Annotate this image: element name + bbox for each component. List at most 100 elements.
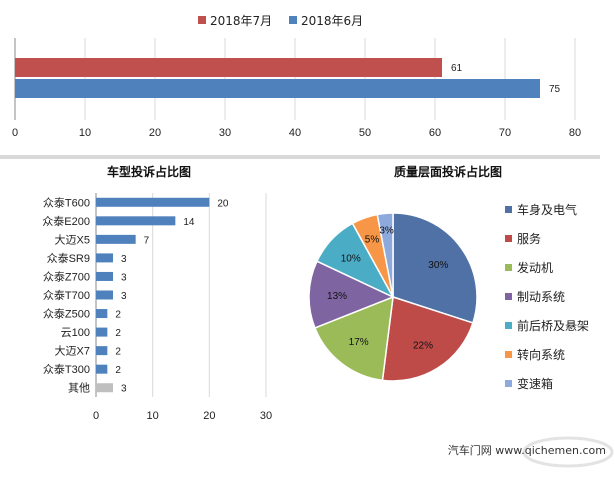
top-x-tick-label: 60 <box>429 127 441 139</box>
model-bar-value-label: 3 <box>121 384 127 395</box>
model-category-label: 大迈X5 <box>55 232 90 246</box>
pie-legend-label: 制动系统 <box>517 290 565 304</box>
pie-value-label: 10% <box>341 253 361 264</box>
quality-chart-title: 质量层面投诉占比图 <box>394 164 502 179</box>
model-bar-众泰z500 <box>96 309 108 319</box>
model-bar-其他 <box>96 383 113 393</box>
pie-legend-swatch <box>505 380 512 387</box>
model-bar-value-label: 20 <box>217 198 229 209</box>
pie-legend-label: 前后桥及悬架 <box>517 318 589 333</box>
model-category-label: 众泰T600 <box>43 195 90 209</box>
model-bar-value-label: 14 <box>183 217 195 228</box>
pie-slice-车身及电气 <box>392 212 478 324</box>
model-chart-title: 车型投诉占比图 <box>107 164 191 179</box>
model-bar-云100 <box>96 327 108 337</box>
pie-value-label: 22% <box>413 340 433 351</box>
legend-label-2018-jul: 2018年7月 <box>210 14 272 28</box>
model-bar-众泰t600 <box>96 197 210 207</box>
top-x-tick-label: 50 <box>359 127 371 139</box>
pie-legend-label: 车身及电气 <box>517 202 577 217</box>
pie-value-label: 17% <box>349 337 369 348</box>
model-category-label: 众泰T300 <box>43 362 90 376</box>
top-bar-value-label: 61 <box>451 63 463 74</box>
model-bar-众泰t700 <box>96 290 113 300</box>
top-x-tick-label: 40 <box>289 127 301 139</box>
model-bar-value-label: 2 <box>115 328 121 339</box>
top-x-tick-label: 80 <box>569 127 581 139</box>
legend-label-2018-jun: 2018年6月 <box>301 14 363 28</box>
pie-legend-swatch <box>505 235 512 242</box>
pie-legend-label: 转向系统 <box>517 347 565 362</box>
top-x-tick-label: 20 <box>149 127 161 139</box>
top-x-axis: 0 10 20 30 40 50 60 70 80 <box>12 127 581 139</box>
pie-legend-swatch <box>505 264 512 271</box>
top-x-tick-label: 30 <box>219 127 231 139</box>
pie-legend-label: 变速箱 <box>517 376 553 391</box>
pie-legend-swatch <box>505 206 512 213</box>
top-x-tick-label: 10 <box>79 127 91 139</box>
model-bar-value-label: 7 <box>144 235 150 246</box>
model-category-label: 大迈X7 <box>55 344 90 358</box>
monthly-comparison-chart: 2018年7月 2018年6月 61 75 0 10 20 30 40 50 60 70 80 <box>12 14 581 139</box>
watermark-text: 汽车门网 www.qichemen.com <box>448 443 606 457</box>
model-category-label: 众泰Z700 <box>43 269 90 283</box>
pie-value-label: 3% <box>379 225 394 236</box>
model-category-label: 众泰T700 <box>43 288 90 302</box>
model-bar-value-label: 2 <box>115 310 121 321</box>
model-bar-value-label: 3 <box>121 291 127 302</box>
pie-value-label: 5% <box>365 235 380 246</box>
model-category-label: 其他 <box>68 382 90 395</box>
pie-value-labels: 30% 22% 17% 13% 10% 5%3% <box>327 225 448 351</box>
pie-slice-变速箱 <box>376 212 394 298</box>
pie-slice-制动系统 <box>308 260 395 329</box>
watermark-logo <box>522 436 614 468</box>
pie-legend-swatch <box>505 351 512 358</box>
model-category-label: 云100 <box>61 327 90 339</box>
pie-slice-服务 <box>381 296 474 382</box>
top-bar-2018-jul <box>15 58 442 77</box>
legend-swatch-2018-jun <box>289 16 297 24</box>
top-bars: 61 75 <box>15 58 561 98</box>
watermark: 汽车门网 www.qichemen.com <box>448 436 614 468</box>
model-bar-众泰sr9 <box>96 253 113 263</box>
pie-legend-swatch <box>505 293 512 300</box>
model-x-tick-label: 30 <box>260 410 272 422</box>
model-bar-大迈x5 <box>96 234 136 244</box>
top-bar-2018-jun <box>15 79 540 98</box>
legend-swatch-2018-jul <box>198 16 206 24</box>
model-bar-value-label: 2 <box>115 347 121 358</box>
model-bar-大迈x7 <box>96 346 108 356</box>
pie-slices <box>308 212 478 382</box>
model-x-tick-label: 0 <box>93 410 99 422</box>
model-gridlines <box>95 193 267 397</box>
model-bar-value-label: 3 <box>121 272 127 283</box>
model-bar-value-label: 3 <box>121 254 127 265</box>
model-category-labels: 众泰T600 众泰E200 大迈X5 众泰SR9 众泰Z700 众泰T700 众泰Z500 云… <box>42 195 90 394</box>
model-x-tick-label: 10 <box>147 410 159 422</box>
quality-complaint-pie: 质量层面投诉占比图 30% 22% 17% 13% 10% 5%3% 车身及电气服务发动机… <box>308 164 589 391</box>
model-x-tick-label: 20 <box>203 410 215 422</box>
pie-legend-label: 服务 <box>517 231 541 246</box>
top-bar-value-label: 75 <box>549 84 561 95</box>
model-bar-众泰t300 <box>96 364 108 374</box>
section-divider <box>0 155 600 159</box>
top-x-tick-label: 70 <box>499 127 511 139</box>
model-x-axis: 0 10 20 30 <box>93 410 272 422</box>
model-bar-众泰e200 <box>96 216 176 226</box>
pie-value-label: 13% <box>327 291 347 302</box>
model-category-label: 众泰E200 <box>42 214 90 228</box>
model-category-label: 众泰Z500 <box>43 307 90 321</box>
top-x-tick-label: 0 <box>12 127 18 139</box>
top-legend: 2018年7月 2018年6月 <box>198 14 363 28</box>
model-bar-value-label: 2 <box>115 365 121 376</box>
pie-legend-label: 发动机 <box>517 260 553 275</box>
model-bar-众泰z700 <box>96 271 113 281</box>
pie-value-label: 30% <box>428 260 448 271</box>
model-category-label: 众泰SR9 <box>47 251 90 265</box>
pie-legend-swatch <box>505 322 512 329</box>
pie-slice-发动机 <box>313 295 394 382</box>
